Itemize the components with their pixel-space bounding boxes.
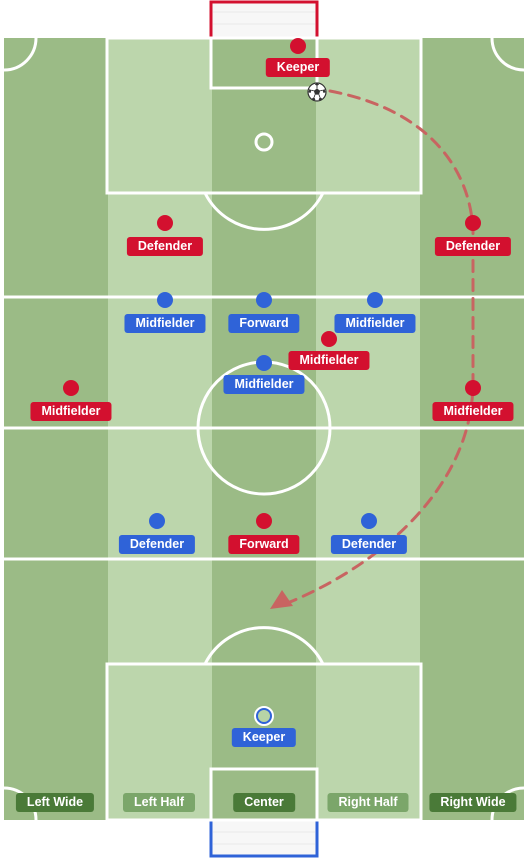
pass-arrow-head: [270, 590, 293, 609]
blue-player-marker[interactable]: [254, 706, 274, 726]
player-label: Midfielder: [124, 314, 206, 333]
player-label: Keeper: [265, 58, 331, 77]
lane-label-left-wide: Left Wide: [15, 793, 95, 812]
player-label: Midfielder: [288, 351, 370, 370]
blue-player-marker[interactable]: [361, 513, 377, 529]
red-player-marker[interactable]: [157, 215, 173, 231]
top-penalty-spot: [254, 132, 274, 152]
red-player-marker[interactable]: [321, 331, 337, 347]
top-penalty-arc: [203, 192, 325, 231]
player-label: Midfielder: [334, 314, 416, 333]
lane-label-left-half: Left Half: [123, 793, 195, 812]
bottom-goal-area: [209, 767, 319, 822]
player-label: Defender: [330, 535, 408, 554]
player-label: Defender: [118, 535, 196, 554]
lane-label-right-wide: Right Wide: [429, 793, 517, 812]
red-player-marker[interactable]: [256, 513, 272, 529]
player-label: Forward: [228, 535, 300, 554]
soccer-ball-icon[interactable]: [307, 82, 327, 102]
player-label: Midfielder: [432, 402, 514, 421]
blue-player-marker[interactable]: [149, 513, 165, 529]
player-label: Keeper: [231, 728, 297, 747]
lane-label-center: Center: [233, 793, 295, 812]
red-player-marker[interactable]: [465, 215, 481, 231]
blue-player-marker[interactable]: [367, 292, 383, 308]
blue-player-marker[interactable]: [256, 292, 272, 308]
player-label: Midfielder: [223, 375, 305, 394]
player-label: Midfielder: [30, 402, 112, 421]
blue-player-marker[interactable]: [157, 292, 173, 308]
red-player-marker[interactable]: [465, 380, 481, 396]
blue-player-marker[interactable]: [256, 355, 272, 371]
top-goal: [209, 0, 319, 40]
player-label: Forward: [228, 314, 300, 333]
lane-label-right-half: Right Half: [327, 793, 409, 812]
bottom-goal: [209, 818, 319, 858]
player-label: Defender: [126, 237, 204, 256]
bottom-penalty-arc: [203, 626, 325, 665]
red-player-marker[interactable]: [63, 380, 79, 396]
player-label: Defender: [434, 237, 512, 256]
red-player-marker[interactable]: [290, 38, 306, 54]
